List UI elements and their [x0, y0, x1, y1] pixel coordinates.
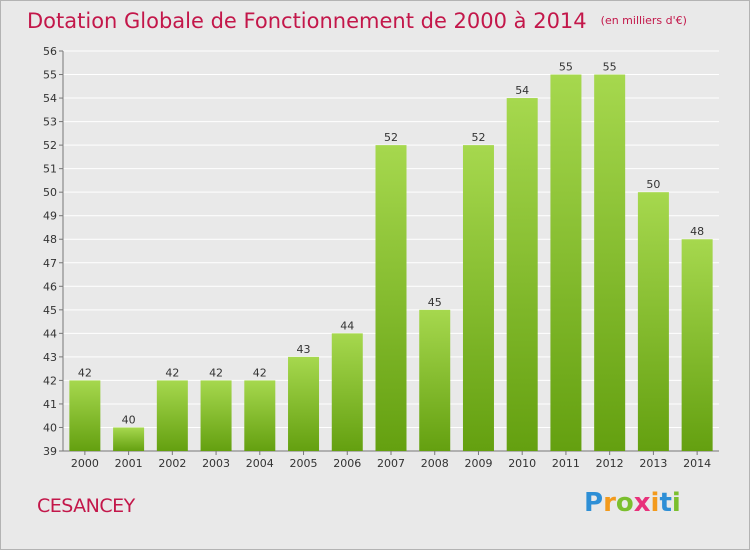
- axis-layer: 39 40 41 42 43 44 45 46 47 48 49 50 51 52 53 54 55 56 2000…: [43, 45, 719, 470]
- logo-letter: o: [615, 488, 634, 518]
- x-tick-label-2006: 2006: [333, 457, 361, 470]
- y-tick-label: 42: [43, 374, 57, 387]
- bar-2003: [200, 380, 232, 451]
- bar-2000: [69, 380, 101, 451]
- value-label-2009: 52: [471, 131, 485, 144]
- logo-letter: P: [584, 488, 604, 518]
- y-tick-label: 54: [43, 92, 57, 105]
- bar-2002: [156, 380, 188, 451]
- x-tick-label-2000: 2000: [71, 457, 99, 470]
- value-label-2003: 42: [209, 366, 223, 379]
- bar-2004: [244, 380, 276, 451]
- x-tick-label-2001: 2001: [115, 457, 143, 470]
- bar-2012: [594, 74, 626, 451]
- value-label-2004: 42: [253, 366, 267, 379]
- value-label-2001: 40: [122, 413, 136, 426]
- x-tick-label-2011: 2011: [552, 457, 580, 470]
- value-label-2014: 48: [690, 225, 704, 238]
- value-label-2006: 44: [340, 319, 354, 332]
- y-tick-label: 43: [43, 351, 57, 364]
- y-tick-label: 49: [43, 210, 57, 223]
- y-tick-label: 47: [43, 257, 57, 270]
- bar-layer: [69, 74, 713, 452]
- y-tick-label: 55: [43, 69, 57, 82]
- x-tick-label-2012: 2012: [596, 457, 624, 470]
- y-tick-label: 51: [43, 163, 57, 176]
- bar-2013: [637, 192, 669, 452]
- logo-letter: i: [650, 488, 660, 518]
- x-tick-label-2003: 2003: [202, 457, 230, 470]
- x-tick-label-2004: 2004: [246, 457, 274, 470]
- bar-2011: [550, 74, 582, 451]
- value-label-2007: 52: [384, 131, 398, 144]
- label-layer: 42 40 42 42 42 43 44 52 45 52 54 55 55 50 48: [78, 61, 704, 427]
- chart-title-text: Dotation Globale de Fonctionnement de 20…: [27, 9, 587, 33]
- value-label-2005: 43: [297, 343, 311, 356]
- y-tick-label: 44: [43, 327, 57, 340]
- value-label-2000: 42: [78, 366, 92, 379]
- value-label-2002: 42: [165, 366, 179, 379]
- x-tick-label-2009: 2009: [464, 457, 492, 470]
- y-tick-label: 45: [43, 304, 57, 317]
- commune-name: CESANCEY: [37, 495, 135, 517]
- y-tick-label: 56: [43, 45, 57, 58]
- logo-letter: x: [633, 488, 651, 518]
- y-tick-label: 48: [43, 233, 57, 246]
- bar-2010: [506, 98, 538, 451]
- chart-unit: (en milliers d'€): [600, 14, 687, 27]
- x-tick-label-2010: 2010: [508, 457, 536, 470]
- logo-letter: i: [671, 488, 681, 518]
- y-tick-label: 39: [43, 445, 57, 458]
- bar-2001: [113, 427, 145, 451]
- value-label-2010: 54: [515, 84, 529, 97]
- x-tick-label-2008: 2008: [421, 457, 449, 470]
- bar-2006: [331, 333, 363, 451]
- bar-2007: [375, 145, 407, 451]
- x-tick-label-2013: 2013: [639, 457, 667, 470]
- chart-title: Dotation Globale de Fonctionnement de 20…: [27, 9, 687, 33]
- logo-letter: r: [603, 488, 616, 518]
- x-tick-label-2005: 2005: [290, 457, 318, 470]
- bar-2014: [681, 239, 713, 451]
- y-tick-label: 40: [43, 421, 57, 434]
- logo-letter: t: [659, 488, 672, 518]
- proxiti-logo: Proxiti: [584, 488, 681, 518]
- value-label-2013: 50: [646, 178, 660, 191]
- bar-2008: [419, 309, 451, 451]
- y-tick-label: 52: [43, 139, 57, 152]
- x-tick-label-2007: 2007: [377, 457, 405, 470]
- y-tick-label: 53: [43, 116, 57, 129]
- x-tick-label-2002: 2002: [158, 457, 186, 470]
- value-label-2012: 55: [603, 61, 617, 74]
- y-tick-label: 50: [43, 186, 57, 199]
- y-tick-label: 46: [43, 280, 57, 293]
- value-label-2011: 55: [559, 61, 573, 74]
- bar-2005: [288, 356, 320, 451]
- y-tick-label: 41: [43, 398, 57, 411]
- bar-2009: [462, 145, 494, 451]
- x-tick-label-2014: 2014: [683, 457, 711, 470]
- value-label-2008: 45: [428, 296, 442, 309]
